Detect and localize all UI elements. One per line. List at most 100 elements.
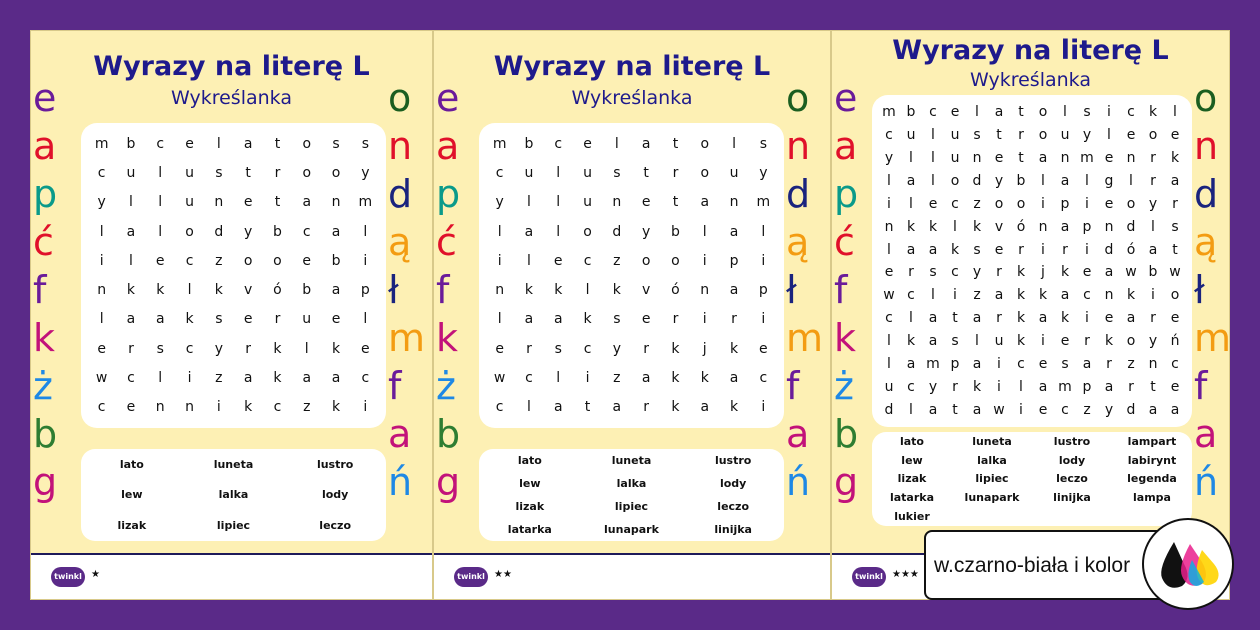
grid-letter: y [928, 378, 938, 395]
grid-letter: y [994, 172, 1004, 189]
grid-letter: s [951, 332, 959, 349]
decorative-letter: ń [786, 460, 811, 504]
decorative-letter: e [834, 76, 858, 120]
grid-letter: t [996, 127, 1002, 144]
decorative-letter: a [436, 124, 460, 168]
grid-letter: u [524, 164, 534, 181]
grid-letter: r [1150, 150, 1156, 167]
decorative-letter: m [388, 316, 426, 360]
grid-letter: c [1083, 287, 1091, 304]
grid-letter: l [702, 223, 707, 240]
grid-letter: i [761, 252, 766, 269]
grid-letter: a [972, 310, 982, 327]
decorative-letter: m [1194, 316, 1230, 360]
grid-letter: a [524, 311, 534, 328]
grid-letter: s [973, 241, 981, 258]
difficulty-stars: ★ [91, 569, 100, 580]
grid-letter: s [973, 127, 981, 144]
word-item: lody [1058, 453, 1086, 467]
grid-letter: a [1104, 378, 1114, 395]
page-subtitle: Wykreślanka [571, 87, 693, 109]
grid-letter: w [1169, 264, 1181, 281]
grid-letter: o [1038, 104, 1048, 121]
grid-letter: a [1104, 264, 1114, 281]
word-item: labirynt [1127, 453, 1177, 467]
grid-letter: u [1060, 127, 1070, 144]
grid-letter: a [155, 311, 165, 328]
grid-letter: t [1018, 150, 1024, 167]
grid-letter: t [643, 164, 649, 181]
grid-letter: n [700, 282, 710, 299]
grid-letter: u [126, 164, 136, 181]
grid-letter: m [1058, 378, 1072, 395]
grid-letter: n [214, 194, 224, 211]
grid-letter: m [882, 104, 896, 121]
decorative-letter: ł [388, 268, 399, 312]
grid-letter: l [527, 399, 531, 416]
grid-letter: l [1129, 172, 1133, 189]
grid-letter: c [185, 340, 194, 357]
decorative-letter: f [388, 364, 402, 408]
grid-letter: r [908, 264, 914, 281]
decorative-letter: o [1194, 76, 1218, 120]
decorative-letter: ć [33, 220, 54, 264]
grid-letter: a [972, 401, 982, 418]
grid-letter: o [641, 252, 651, 269]
grid-letter: o [273, 252, 282, 269]
grid-letter: w [95, 370, 108, 387]
grid-letter: t [274, 135, 281, 152]
grid-letter: i [887, 195, 891, 212]
grid-letter: t [672, 194, 679, 211]
grid-letter: k [1126, 287, 1136, 304]
grid-letter: c [929, 104, 937, 121]
grid-letter: k [1016, 332, 1026, 349]
grid-letter: s [1083, 104, 1091, 121]
grid-letter: e [361, 340, 370, 357]
grid-letter: l [158, 223, 163, 240]
grid-letter: y [1148, 332, 1158, 349]
grid-letter: s [156, 340, 164, 357]
word-item: lody [321, 488, 349, 502]
grid-letter: t [952, 401, 958, 418]
decorative-letter: n [1194, 124, 1219, 168]
grid-letter: i [216, 399, 221, 416]
grid-letter: r [1128, 378, 1134, 395]
grid-letter: y [759, 164, 768, 181]
word-item: lalka [616, 477, 647, 490]
grid-letter: e [1170, 310, 1180, 327]
grid-letter: y [1082, 127, 1092, 144]
grid-letter: a [928, 310, 938, 327]
grid-letter: t [1172, 241, 1178, 258]
grid-letter: c [907, 287, 915, 304]
grid-letter: g [1104, 172, 1114, 189]
grid-letter: d [884, 401, 894, 418]
grid-letter: a [1126, 310, 1136, 327]
grid-letter: l [497, 223, 502, 240]
worksheet-page: e a p ć f k ż b g o n d ą ł m f a ń Wyrazy na literę L Wykr… [30, 30, 433, 600]
grid-letter: l [556, 223, 561, 240]
grid-letter: k [185, 311, 194, 328]
grid-letter: c [495, 164, 504, 181]
grid-letter: i [1041, 332, 1045, 349]
word-item: lato [517, 454, 542, 467]
decorative-letter: ż [33, 364, 53, 408]
decorative-letter: ą [388, 220, 412, 264]
grid-letter: r [1150, 310, 1156, 327]
grid-letter: r [643, 340, 650, 357]
grid-letter: l [1151, 218, 1155, 235]
word-item: lizak [515, 500, 545, 513]
grid-letter: e [1038, 401, 1048, 418]
grid-letter: d [1126, 218, 1136, 235]
grid-letter: a [641, 370, 651, 387]
grid-letter: a [972, 355, 982, 372]
grid-letter: b [302, 282, 312, 299]
grid-letter: s [361, 135, 369, 152]
grid-letter: r [731, 311, 737, 328]
grid-letter: n [331, 194, 341, 211]
grid-letter: n [1104, 218, 1114, 235]
decorative-letter: d [786, 172, 811, 216]
grid-letter: o [1038, 127, 1048, 144]
grid-letter: r [274, 164, 281, 181]
